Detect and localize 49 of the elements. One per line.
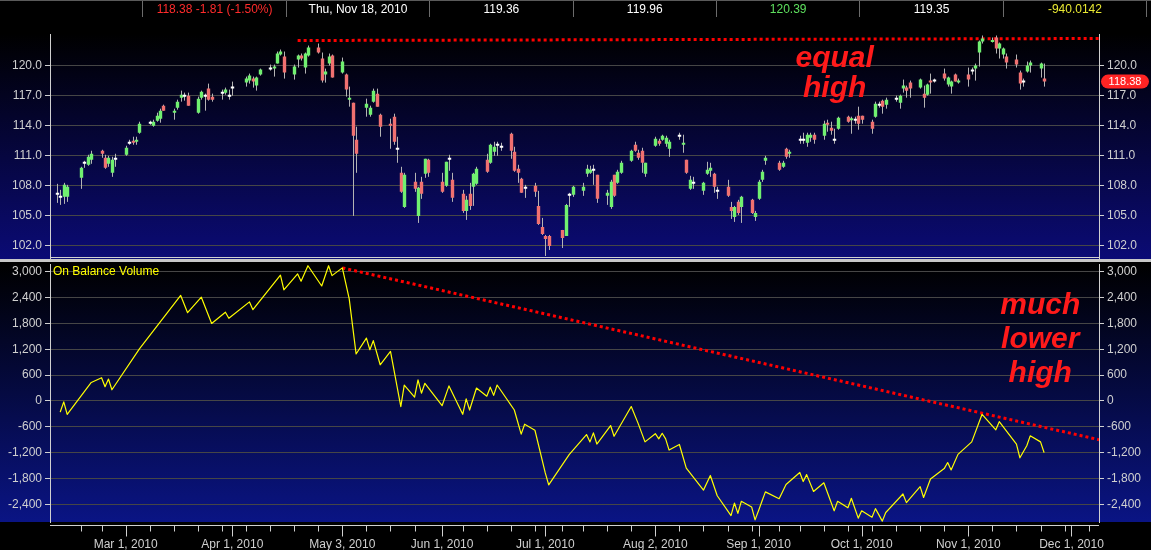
annotation: equal high [795,39,875,103]
text: 118.38 [1108,75,1142,88]
y-tick-label: 102.0 [11,238,43,253]
y-tick-label: -1,800 [7,470,43,485]
x-tick-label: Jul 1, 2010 [515,536,575,550]
x-tick-label: Oct 1, 2010 [830,536,894,550]
y2-tick-label: 600 [1107,367,1128,382]
y-tick-label: 600 [21,367,43,382]
y-tick-label: 120.0 [11,57,43,72]
y-tick-label: 1,800 [11,315,43,330]
x-tick-label: Mar 1, 2010 [93,536,159,550]
y-tick-label: 105.0 [11,208,43,223]
y-tick-label: -600 [17,419,43,434]
x-tick-label: Apr 1, 2010 [201,536,264,550]
x-tick-label: Dec 1, 2010 [1039,536,1105,550]
y2-tick-label: 114.0 [1107,118,1137,133]
y2-tick-label: 1,800 [1107,315,1138,330]
x-tick-label: Sep 1, 2010 [726,536,792,550]
y2-tick-label: -1,200 [1107,444,1142,459]
quote-bar: 118.38 -1.81 (-1.50%) Thu, Nov 18, 2010 119.36 119.96 120.39 119.35 -940.0142 [0,0,1151,17]
x-tick-label: Nov 1, 2010 [935,536,1001,550]
y2-tick-label: 2,400 [1107,289,1138,304]
y-tick-label: -1,200 [7,444,43,459]
y2-tick-label: 117.0 [1107,87,1137,102]
y2-tick-label: 111.0 [1107,148,1136,163]
y2-tick-label: -2,400 [1107,496,1142,511]
y2-tick-label: 120.0 [1107,57,1138,72]
y-tick-label: 3,000 [11,264,43,279]
y2-tick-label: 0 [1107,393,1114,408]
text: On Balance Volume [53,264,160,279]
x-tick-label: May 3, 2010 [309,536,376,550]
y2-tick-label: 102.0 [1107,238,1138,253]
y-tick-label: 114.0 [12,118,43,133]
x-tick-label: Aug 2, 2010 [622,536,689,550]
y-tick-label: -2,400 [7,496,43,511]
y-tick-label: 2,400 [11,289,43,304]
y-tick-label: 111.0 [13,148,43,163]
y2-tick-label: 108.0 [1107,178,1138,193]
y2-tick-label: 1,200 [1107,341,1138,356]
y2-tick-label: -1,800 [1107,470,1142,485]
annotation: much lower high [1000,287,1082,388]
y2-tick-label: 3,000 [1107,264,1138,279]
y-tick-label: 108.0 [11,178,43,193]
y-tick-label: 1,200 [11,341,43,356]
y2-tick-label: -600 [1107,419,1132,434]
x-tick-label: Jun 1, 2010 [410,536,474,550]
y2-tick-label: 105.0 [1107,208,1138,223]
y-tick-label: 117.0 [12,87,43,102]
y-tick-label: 0 [35,393,43,408]
